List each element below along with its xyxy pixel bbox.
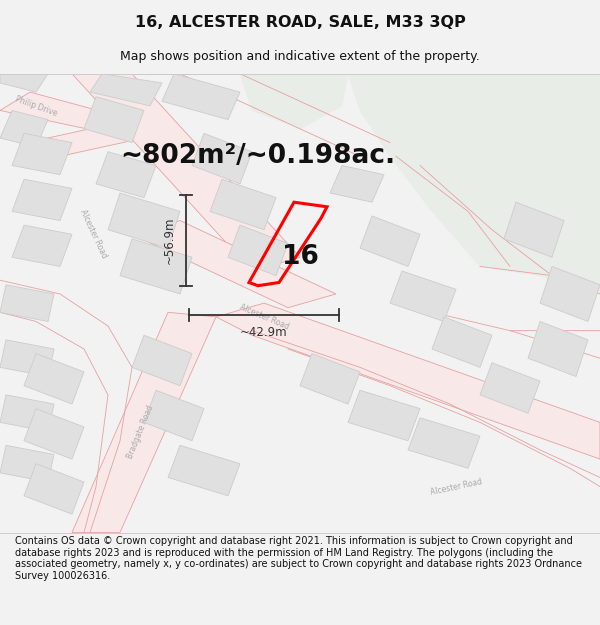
Polygon shape	[0, 92, 132, 133]
Polygon shape	[228, 225, 288, 276]
Polygon shape	[48, 119, 144, 156]
Text: ~56.9m: ~56.9m	[163, 217, 176, 264]
Polygon shape	[348, 74, 600, 294]
Polygon shape	[132, 335, 192, 386]
Text: Philip Drive: Philip Drive	[14, 94, 58, 118]
Polygon shape	[0, 74, 48, 92]
Polygon shape	[0, 285, 54, 321]
Polygon shape	[24, 464, 84, 514]
Text: 16: 16	[281, 244, 319, 270]
Polygon shape	[168, 446, 240, 496]
Polygon shape	[12, 133, 72, 174]
Polygon shape	[120, 239, 192, 294]
Polygon shape	[0, 446, 54, 482]
Polygon shape	[348, 390, 420, 441]
Polygon shape	[72, 312, 216, 532]
Polygon shape	[132, 221, 336, 308]
Polygon shape	[432, 317, 492, 368]
Polygon shape	[408, 418, 480, 468]
Polygon shape	[12, 225, 72, 266]
Polygon shape	[390, 271, 456, 321]
Polygon shape	[480, 362, 540, 413]
Polygon shape	[0, 111, 48, 147]
Polygon shape	[540, 266, 600, 321]
Text: ~42.9m: ~42.9m	[240, 326, 288, 339]
Polygon shape	[0, 395, 54, 432]
Polygon shape	[90, 74, 162, 106]
Polygon shape	[144, 390, 204, 441]
Polygon shape	[96, 152, 156, 198]
Text: ~802m²/~0.198ac.: ~802m²/~0.198ac.	[121, 143, 395, 169]
Text: Map shows position and indicative extent of the property.: Map shows position and indicative extent…	[120, 50, 480, 63]
Polygon shape	[210, 179, 276, 230]
Polygon shape	[0, 340, 54, 376]
Text: Alcester Road: Alcester Road	[429, 477, 483, 496]
Polygon shape	[330, 166, 384, 202]
Polygon shape	[528, 321, 588, 376]
Text: Contains OS data © Crown copyright and database right 2021. This information is : Contains OS data © Crown copyright and d…	[15, 536, 582, 581]
Text: 16, ALCESTER ROAD, SALE, M33 3QP: 16, ALCESTER ROAD, SALE, M33 3QP	[134, 15, 466, 30]
Polygon shape	[108, 193, 180, 248]
Polygon shape	[84, 97, 144, 142]
Polygon shape	[504, 202, 564, 258]
Polygon shape	[12, 179, 72, 221]
Polygon shape	[216, 303, 600, 459]
Polygon shape	[24, 354, 84, 404]
Text: Alcester Road: Alcester Road	[238, 302, 290, 331]
Polygon shape	[192, 133, 252, 184]
Polygon shape	[72, 74, 300, 271]
Text: Alcester Road: Alcester Road	[78, 209, 108, 260]
Text: Bradgate Road: Bradgate Road	[126, 404, 156, 459]
Polygon shape	[240, 74, 348, 129]
Polygon shape	[162, 74, 240, 119]
Polygon shape	[300, 354, 360, 404]
Polygon shape	[360, 216, 420, 266]
Polygon shape	[24, 409, 84, 459]
